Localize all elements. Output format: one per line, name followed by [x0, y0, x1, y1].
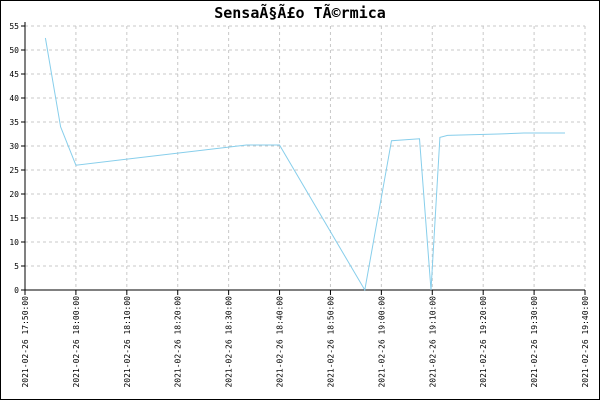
- x-tick-label: 2021-02-26 17:50:00: [21, 296, 30, 388]
- y-tick-label: 50: [9, 46, 19, 55]
- x-tick-label: 2021-02-26 18:50:00: [326, 296, 335, 388]
- chart-title: SensaÃ§Ã£o TÃ©rmica: [214, 4, 386, 22]
- y-tick-label: 55: [9, 22, 19, 31]
- x-tick-label: 2021-02-26 18:40:00: [276, 296, 285, 388]
- x-tick-label: 2021-02-26 19:10:00: [428, 296, 437, 388]
- x-tick-label: 2021-02-26 19:40:00: [581, 296, 590, 388]
- x-tick-label: 2021-02-26 18:20:00: [174, 296, 183, 388]
- y-tick-label: 35: [9, 118, 19, 127]
- x-tick-label: 2021-02-26 19:00:00: [377, 296, 386, 388]
- y-tick-label: 40: [9, 94, 19, 103]
- y-tick-label: 0: [14, 286, 19, 295]
- x-tick-label: 2021-02-26 18:00:00: [72, 296, 81, 388]
- x-tick-label: 2021-02-26 18:10:00: [123, 296, 132, 388]
- y-tick-label: 5: [14, 262, 19, 271]
- x-tick-label: 2021-02-26 18:30:00: [225, 296, 234, 388]
- y-tick-label: 20: [9, 190, 19, 199]
- axis-layer: [21, 22, 586, 295]
- x-tick-label: 2021-02-26 19:20:00: [479, 296, 488, 388]
- series-line-0: [44, 37, 565, 292]
- y-tick-label: 10: [9, 238, 19, 247]
- grid-layer: [25, 25, 586, 290]
- y-tick-label: 30: [9, 142, 19, 151]
- series-layer: [44, 37, 565, 292]
- y-tick-label: 15: [9, 214, 19, 223]
- tick-label-layer: 0 5 10 15 20 25 30 35 40 45 50 55 2021-02-26 17:50:0…: [9, 22, 590, 388]
- y-tick-label: 25: [9, 166, 19, 175]
- y-tick-label: 45: [9, 70, 19, 79]
- x-tick-label: 2021-02-26 19:30:00: [530, 296, 539, 388]
